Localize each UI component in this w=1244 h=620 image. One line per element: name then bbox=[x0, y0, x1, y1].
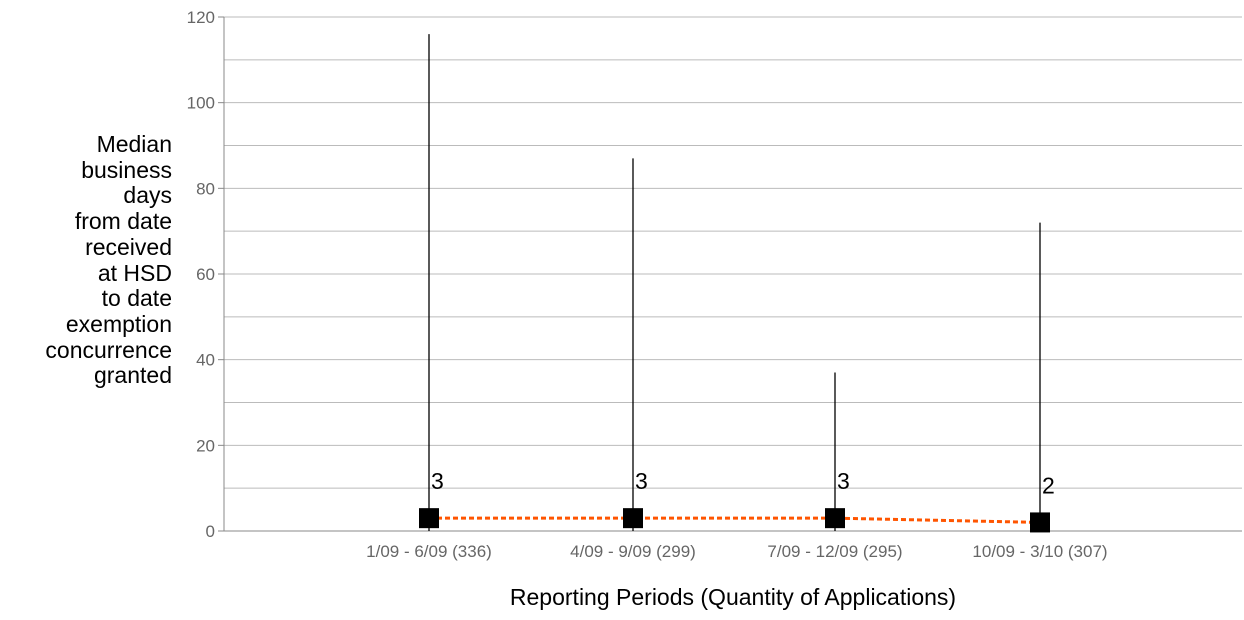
x-tick-label: 1/09 - 6/09 (336) bbox=[366, 542, 492, 561]
x-axis-label: Reporting Periods (Quantity of Applicati… bbox=[510, 584, 956, 610]
data-label: 2 bbox=[1042, 472, 1055, 498]
data-point-marker bbox=[825, 508, 845, 529]
y-axis-label-line: from date bbox=[74, 208, 172, 235]
y-axis-label-line: granted bbox=[93, 362, 172, 389]
y-tick-label: 20 bbox=[196, 436, 215, 455]
x-tick-label: 10/09 - 3/10 (307) bbox=[972, 542, 1107, 561]
data-point-marker bbox=[1030, 512, 1050, 533]
x-tick-label: 4/09 - 9/09 (299) bbox=[570, 542, 696, 561]
y-tick-label: 60 bbox=[196, 265, 215, 284]
data-label: 3 bbox=[431, 468, 444, 494]
y-axis-label-line: received bbox=[85, 233, 172, 260]
series-line bbox=[429, 516, 1041, 524]
y-axis-label-line: exemption bbox=[65, 310, 172, 337]
y-tick-label: 100 bbox=[187, 94, 215, 113]
y-tick-label: 120 bbox=[187, 8, 215, 27]
y-axis-label-line: to date bbox=[101, 285, 172, 312]
data-label: 3 bbox=[837, 468, 850, 494]
y-axis-label-line: concurrence bbox=[45, 336, 172, 363]
x-tick-label: 7/09 - 12/09 (295) bbox=[767, 542, 902, 561]
y-tick-label: 80 bbox=[196, 179, 215, 198]
y-axis-label-line: at HSD bbox=[97, 259, 172, 286]
data-point-marker bbox=[623, 508, 643, 529]
data-label: 3 bbox=[635, 468, 648, 494]
y-tick-label: 40 bbox=[196, 351, 215, 370]
y-axis-label-line: business bbox=[81, 156, 172, 183]
y-tick-label: 0 bbox=[206, 522, 215, 541]
y-axis-label-line: days bbox=[123, 182, 172, 209]
data-point-marker bbox=[419, 508, 439, 529]
y-axis-label: Median business days from date received at HS… bbox=[0, 131, 172, 389]
y-axis-label-line: Median bbox=[96, 131, 172, 157]
